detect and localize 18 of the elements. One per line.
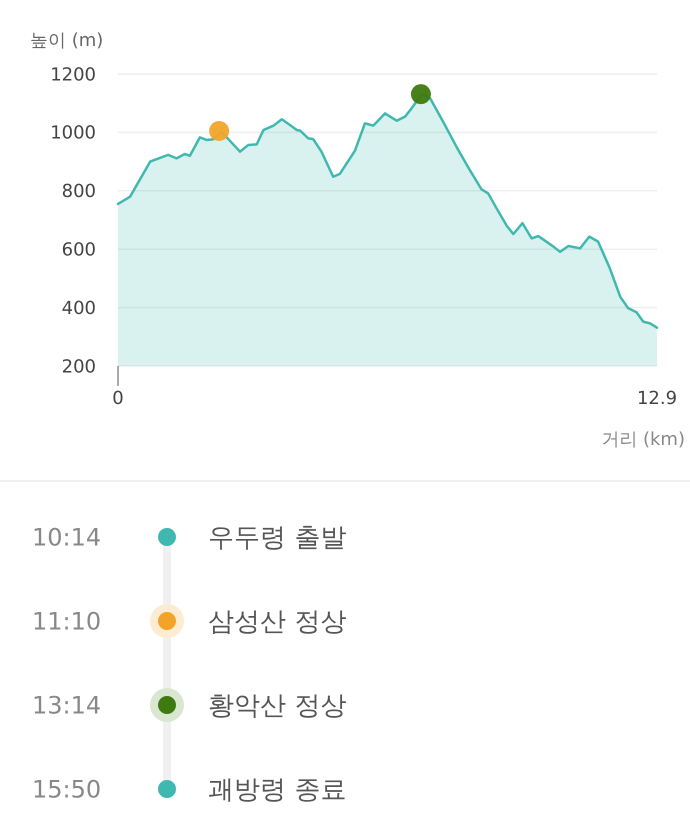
y-tick-label: 600 — [62, 240, 96, 260]
y-tick-label: 800 — [62, 181, 96, 202]
y-tick-label: 1000 — [50, 122, 96, 144]
text: 우두령 출발 — [208, 523, 346, 554]
x-axis-title: 거리 (km) — [601, 429, 685, 450]
text: 삼성산 정상 — [208, 607, 346, 638]
x-tick-label: 12.9 — [636, 388, 678, 409]
text: 10:14 — [32, 523, 102, 552]
y-axis-title: 높이 (m) — [30, 30, 104, 51]
text: 13:14 — [32, 691, 102, 720]
y-tick-label: 400 — [62, 298, 96, 319]
y-tick-label: 1200 — [50, 64, 96, 86]
text: 황악산 정상 — [208, 691, 346, 722]
text: 11:10 — [32, 607, 102, 636]
text: 15:50 — [32, 775, 102, 804]
y-tick-label: 200 — [62, 356, 96, 378]
x-tick-label: 0 — [112, 388, 124, 409]
text: 괘방령 종료 — [208, 775, 346, 806]
